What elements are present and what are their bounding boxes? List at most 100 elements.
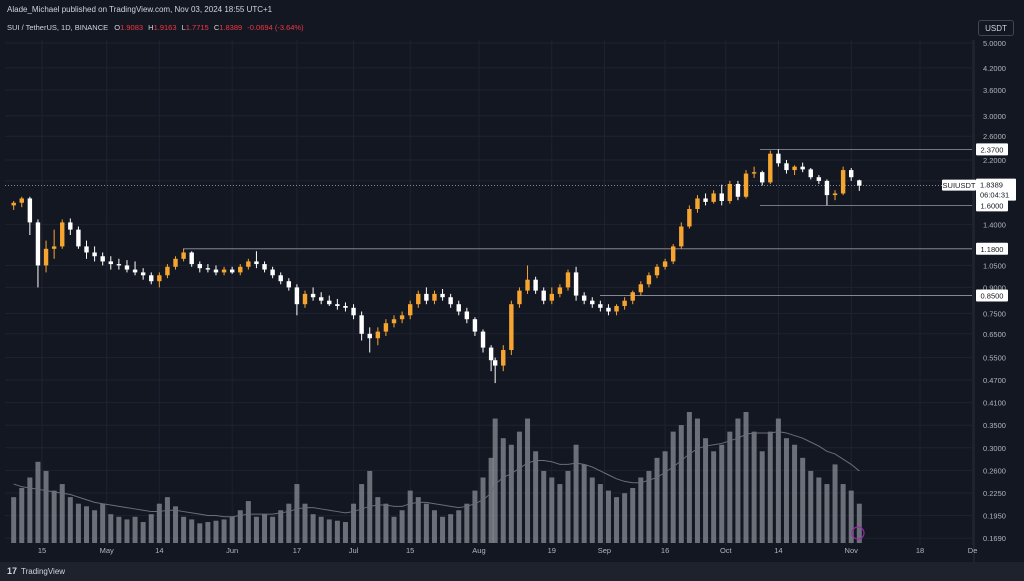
volume-bar: [638, 477, 644, 543]
volume-bar: [492, 418, 498, 543]
volume-bar: [516, 431, 522, 543]
candle-body: [670, 246, 676, 262]
volume-bar: [27, 477, 33, 543]
candle-body: [440, 293, 445, 298]
candle-body: [165, 266, 170, 276]
x-tick-label: 19: [548, 546, 556, 555]
candle-body: [238, 266, 243, 273]
volume-bar: [856, 503, 862, 543]
time-axis[interactable]: 15 May 14 Jun 17 Jul 15 Aug 19 Sep 16 Oct 14 Nov 18 De: [38, 526, 978, 555]
candle-body: [246, 261, 251, 267]
candle-body: [549, 293, 555, 301]
volume-bar: [840, 484, 846, 543]
volume-bar: [800, 457, 806, 543]
level-tag-label: 1.6000: [981, 201, 1004, 210]
volume-bar: [808, 470, 814, 543]
candle-body: [832, 193, 838, 196]
volume-bar: [270, 516, 276, 543]
volume-bar: [278, 510, 284, 543]
y-tick-label: 0.2600: [983, 466, 1006, 475]
volume-bar: [549, 477, 555, 543]
candle-body: [614, 305, 619, 312]
symbol-tag-label: SUIUSDT: [943, 181, 976, 190]
candle-body: [100, 256, 105, 262]
x-tick-label: 16: [661, 546, 669, 555]
x-tick-label: Aug: [472, 546, 485, 555]
candle-body: [286, 281, 292, 288]
y-tick-label: 4.2000: [983, 64, 1006, 73]
volume-bar: [108, 514, 114, 543]
candle-body: [472, 319, 478, 332]
level-tag-label: 0.8500: [981, 292, 1004, 301]
volume-bar: [342, 522, 348, 543]
candle-body: [480, 331, 486, 348]
volume-bar: [573, 444, 579, 543]
volume-bar: [783, 438, 789, 543]
candle-body: [140, 272, 146, 276]
candle-body: [662, 261, 668, 267]
y-tick-label: 0.1950: [983, 512, 1006, 521]
candle-body: [318, 297, 324, 301]
volume-bar: [415, 497, 421, 543]
volume-bar: [589, 477, 595, 543]
candle-body: [525, 279, 530, 291]
volume-bar: [84, 506, 90, 543]
volume-bar: [213, 520, 219, 543]
price-axis[interactable]: 5.00004.20003.60003.00002.60002.20001.90…: [942, 39, 1016, 543]
volume-bar: [767, 431, 773, 543]
y-tick-label: 0.2250: [983, 489, 1006, 498]
x-tick-label: 14: [155, 546, 163, 555]
candle-body: [719, 193, 724, 202]
currency-button[interactable]: USDT: [978, 20, 1014, 36]
candle-body: [27, 198, 33, 223]
y-tick-label: 0.9000: [983, 283, 1006, 292]
volume-bar: [237, 510, 243, 543]
candle-body: [157, 275, 162, 282]
price-chart[interactable]: 5.0000 4.2000 3.6000 3.0000 2.6000 2.2000 1.90…: [0, 0, 1024, 562]
level-tag: [976, 242, 1008, 255]
candle-body: [51, 246, 57, 249]
volume-bar: [431, 510, 437, 543]
volume-bar: [43, 470, 49, 543]
volume-bar: [792, 444, 798, 543]
candle-body: [432, 293, 437, 301]
y-tick-label: 1.4000: [983, 220, 1006, 229]
candle-body: [679, 226, 684, 247]
brand-label: TradingView: [21, 566, 66, 576]
candle-body: [92, 252, 97, 257]
candle-body: [108, 261, 113, 265]
volume-bar: [407, 490, 413, 543]
y-tick-label: 0.1690: [983, 534, 1006, 543]
candle-body: [375, 331, 381, 339]
candle-body: [84, 246, 89, 253]
candle-body: [606, 307, 611, 312]
volume-bar: [678, 425, 684, 543]
volume-bar: [423, 503, 429, 543]
volume-bar: [189, 519, 195, 543]
symbol-name[interactable]: SUI / TetherUS, 1D, BINANCE: [7, 23, 109, 32]
y-tick-label: 3.6000: [983, 86, 1006, 95]
volume-bar: [294, 484, 300, 543]
level-tag: [976, 143, 1008, 156]
volume-bar: [156, 503, 162, 543]
last-price-tag: [976, 178, 1016, 201]
volume-bar: [173, 506, 179, 543]
candle-body: [189, 252, 194, 265]
volume-bar: [565, 470, 571, 543]
volume-bar: [581, 464, 587, 543]
x-tick-label: Jul: [349, 546, 359, 555]
volume-bar: [334, 520, 340, 543]
volume-bar: [743, 412, 749, 543]
candle-body: [488, 347, 494, 361]
volume-bar: [310, 514, 316, 543]
x-tick-label: 14: [774, 546, 782, 555]
candle-body: [687, 209, 692, 227]
tradingview-brand[interactable]: 17 TradingView: [7, 566, 65, 576]
high-label: H: [148, 23, 154, 32]
volume-ma-line: [13, 431, 860, 518]
volume-bar: [735, 418, 741, 543]
last-price-label: 1.8389: [980, 181, 1003, 190]
candle-body: [768, 153, 773, 183]
volume-bar: [67, 497, 73, 543]
candle-body: [416, 293, 421, 305]
